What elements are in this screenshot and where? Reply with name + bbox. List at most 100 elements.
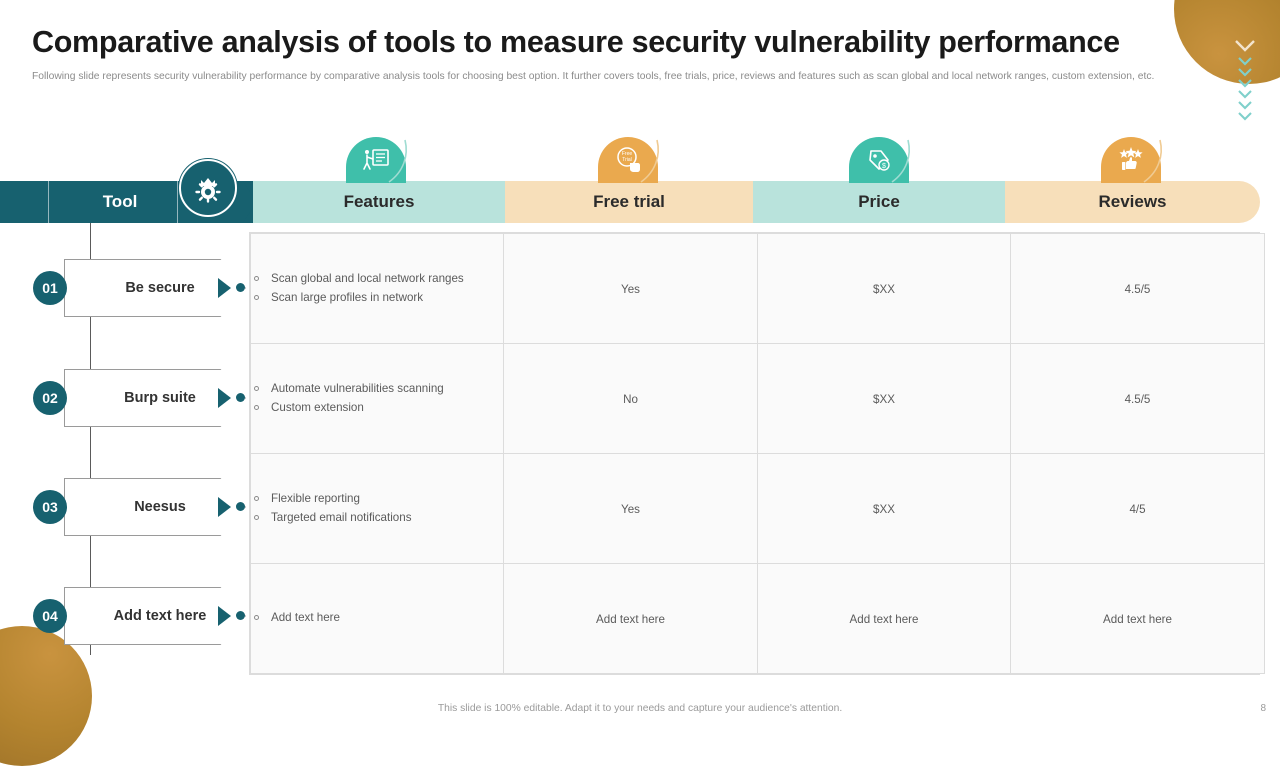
feature-item: Targeted email notifications (251, 509, 503, 527)
free-trial-tag-icon: Free Trial (598, 137, 659, 183)
tool-number-badge: 04 (33, 599, 67, 633)
swoosh-decor (387, 138, 415, 183)
svg-text:Trial: Trial (622, 157, 632, 163)
cell-features: Flexible reporting Targeted email notifi… (250, 453, 504, 564)
chevron-down-icon (1237, 78, 1253, 89)
feature-item: Scan global and local network ranges (251, 270, 503, 288)
feature-list: Add text here (251, 609, 503, 627)
chevron-down-icon (1237, 67, 1253, 78)
tool-dot-icon (236, 611, 245, 620)
cell-reviews: 4.5/5 (1010, 233, 1265, 344)
tool-number-badge: 01 (33, 271, 67, 305)
swoosh-decor (890, 138, 918, 183)
tool-arrow-icon (218, 388, 231, 408)
footer-note: This slide is 100% editable. Adapt it to… (437, 703, 843, 714)
table-header-banner: Tool Features (0, 158, 1260, 223)
swoosh-decor (639, 138, 667, 183)
cell-price: $XX (757, 233, 1011, 344)
feature-item: Add text here (251, 609, 503, 627)
chevron-down-icon (1237, 56, 1253, 67)
feature-list: Automate vulnerabilities scanning Custom… (251, 380, 503, 416)
feature-list: Scan global and local network ranges Sca… (251, 270, 503, 306)
cell-free-trial: Add text here (503, 563, 758, 674)
feature-item: Custom extension (251, 399, 503, 417)
cell-price: Add text here (757, 563, 1011, 674)
reviews-value: 4.5/5 (1124, 282, 1151, 296)
tool-name-label: Be secure (125, 280, 195, 296)
tool-arrow-icon (218, 606, 231, 626)
tool-number-badge: 03 (33, 490, 67, 524)
header: Comparative analysis of tools to measure… (32, 26, 1222, 85)
table-row: Automate vulnerabilities scanning Custom… (250, 343, 1265, 454)
page-number: 8 (1260, 703, 1266, 714)
cell-reviews: Add text here (1010, 563, 1265, 674)
tool-name-label: Neesus (134, 499, 186, 515)
chevron-decoration-rail (1232, 38, 1258, 122)
feature-item: Automate vulnerabilities scanning (251, 380, 503, 398)
gear-target-icon (179, 159, 237, 217)
price-value: $XX (873, 282, 895, 296)
reviews-value: 4.5/5 (1124, 392, 1151, 406)
svg-text:Free: Free (622, 151, 633, 157)
tool-chip-inner: Burp suite (64, 369, 246, 427)
column-header-tool: Tool (102, 192, 138, 211)
price-value: Add text here (849, 612, 919, 626)
page-subtitle: Following slide represents security vuln… (32, 71, 1155, 83)
chevron-down-icon (1237, 100, 1253, 111)
tool-arrow-icon (218, 278, 231, 298)
comparison-table: Free Trial $ (0, 137, 1265, 675)
tool-name-label: Add text here (113, 608, 207, 624)
cell-features: Add text here (250, 563, 504, 674)
free-trial-value: No (623, 392, 638, 406)
tool-chip-shape (64, 587, 246, 645)
rating-stars-icon (1101, 137, 1162, 183)
cell-reviews: 4.5/5 (1010, 343, 1265, 454)
tool-chip-shape (64, 369, 246, 427)
table-row: Flexible reporting Targeted email notifi… (250, 453, 1265, 564)
tool-dot-icon (236, 283, 245, 292)
swoosh-decor (1142, 138, 1170, 183)
feature-item: Scan large profiles in network (251, 289, 503, 307)
table-grid: Scan global and local network ranges Sca… (249, 232, 1265, 675)
column-header-reviews: Reviews (1005, 181, 1260, 223)
tool-row-03[interactable]: Neesus 03 (33, 478, 253, 536)
cell-reviews: 4/5 (1010, 453, 1265, 564)
tool-dot-icon (236, 393, 245, 402)
tool-chip-inner: Neesus (64, 478, 246, 536)
tool-row-02[interactable]: Burp suite 02 (33, 369, 253, 427)
cell-free-trial: Yes (503, 233, 758, 344)
cell-features: Automate vulnerabilities scanning Custom… (250, 343, 504, 454)
price-value: $XX (873, 502, 895, 516)
feature-list: Flexible reporting Targeted email notifi… (251, 490, 503, 526)
chevron-down-icon (1233, 38, 1257, 54)
tool-chip-inner: Add text here (64, 587, 246, 645)
page-title: Comparative analysis of tools to measure… (32, 25, 1120, 59)
free-trial-value: Yes (621, 282, 640, 296)
timeline-rail (90, 223, 91, 655)
presentation-icon (346, 137, 407, 183)
cell-price: $XX (757, 343, 1011, 454)
tool-row-01[interactable]: Be secure 01 (33, 259, 253, 317)
column-header-free-trial: Free trial (505, 181, 753, 223)
free-trial-value: Yes (621, 502, 640, 516)
free-trial-value: Add text here (596, 612, 665, 626)
table-row: Scan global and local network ranges Sca… (250, 233, 1265, 344)
tool-name-label: Burp suite (124, 390, 196, 406)
tool-chip-shape (64, 259, 246, 317)
cell-price: $XX (757, 453, 1011, 564)
feature-item: Flexible reporting (251, 490, 503, 508)
tool-row-04[interactable]: Add text here 04 (33, 587, 253, 645)
cell-free-trial: Yes (503, 453, 758, 564)
tool-number-badge: 02 (33, 381, 67, 415)
reviews-value: 4/5 (1129, 502, 1146, 516)
tool-dot-icon (236, 502, 245, 511)
price-tag-icon: $ (849, 137, 910, 183)
column-header-price: Price (753, 181, 1005, 223)
table-row: Add text here Add text here Add text her… (250, 563, 1265, 674)
svg-text:$: $ (882, 163, 886, 170)
cell-features: Scan global and local network ranges Sca… (250, 233, 504, 344)
tool-chip-inner: Be secure (64, 259, 246, 317)
reviews-value: Add text here (1103, 612, 1172, 626)
tool-arrow-icon (218, 497, 231, 517)
price-value: $XX (873, 392, 895, 406)
